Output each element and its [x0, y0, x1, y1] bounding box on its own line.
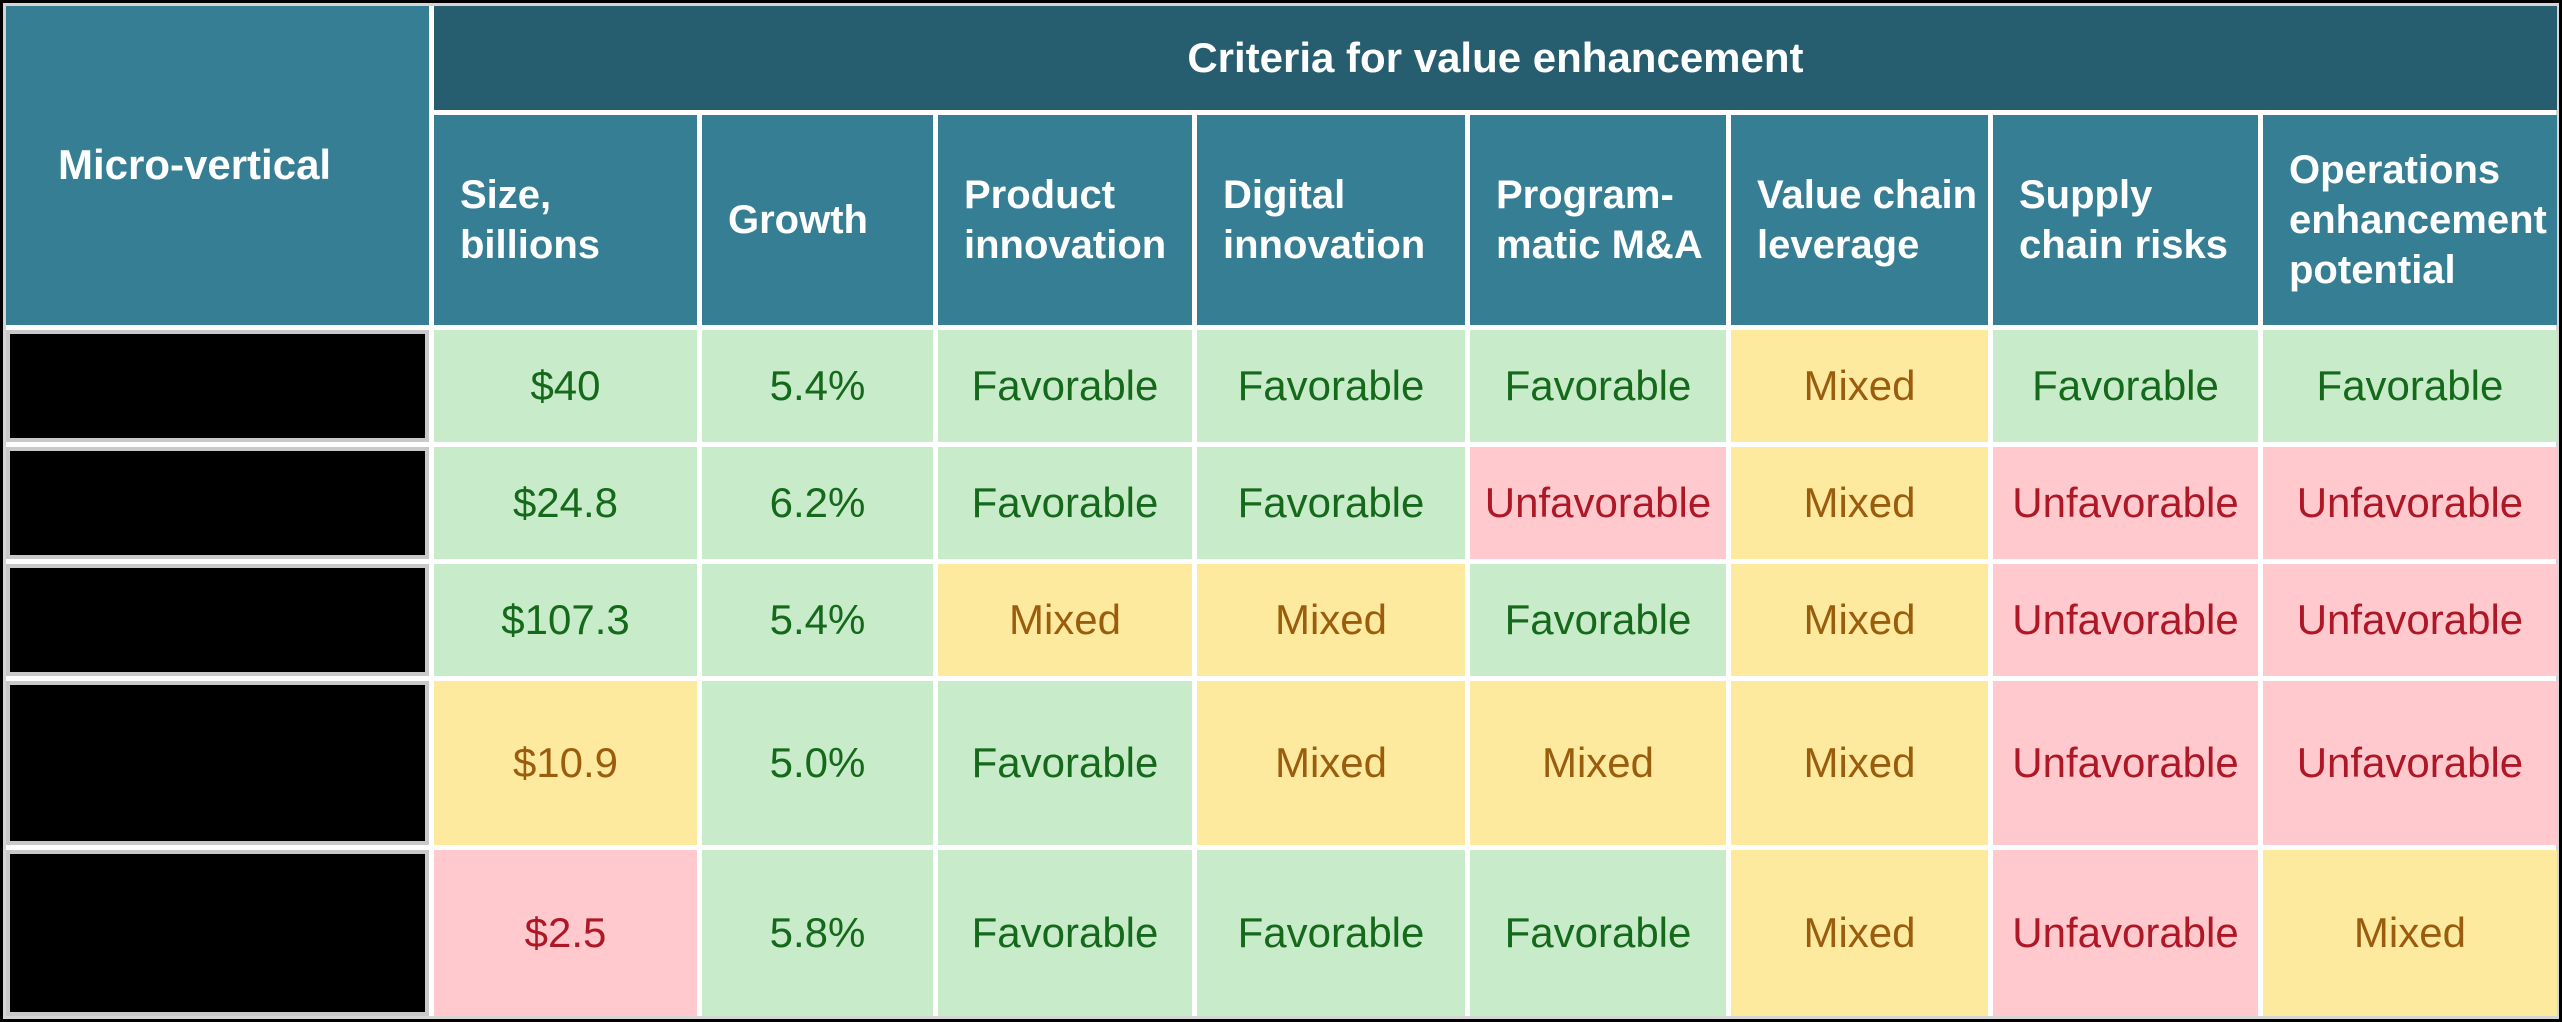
- group-header-criteria: Criteria for value enhancement: [434, 6, 2557, 110]
- table-cell: Favorable: [938, 681, 1192, 845]
- table-cell: Mixed: [1470, 681, 1726, 845]
- redacted-cell: [6, 681, 429, 845]
- table-cell: Unfavorable: [2263, 681, 2557, 845]
- table-cell: Favorable: [2263, 330, 2557, 442]
- table-cell: Favorable: [1470, 564, 1726, 676]
- table-cell: 5.0%: [702, 681, 933, 845]
- column-header-digital-innovation: Digital innovation: [1197, 115, 1465, 325]
- table-cell: Favorable: [1197, 447, 1465, 559]
- table-cell: Mixed: [1731, 681, 1988, 845]
- table-cell: Favorable: [938, 850, 1192, 1016]
- redacted-cell: [6, 850, 429, 1016]
- table-cell: Mixed: [1731, 330, 1988, 442]
- table-cell: Mixed: [1197, 681, 1465, 845]
- table-cell: Mixed: [938, 564, 1192, 676]
- column-header-size: Size, billions: [434, 115, 697, 325]
- table-cell: Unfavorable: [1993, 681, 2258, 845]
- table-cell: Mixed: [1731, 564, 1988, 676]
- table-cell: $107.3: [434, 564, 697, 676]
- table-cell: Unfavorable: [1993, 447, 2258, 559]
- column-header-product-innovation: Product innovation: [938, 115, 1192, 325]
- table-cell: Favorable: [1470, 330, 1726, 442]
- table-cell: Mixed: [2263, 850, 2557, 1016]
- table-cell: $24.8: [434, 447, 697, 559]
- column-header-value-chain-leverage: Value chain leverage: [1731, 115, 1988, 325]
- column-header-growth: Growth: [702, 115, 933, 325]
- table-cell: $2.5: [434, 850, 697, 1016]
- table-cell: Unfavorable: [1470, 447, 1726, 559]
- table-cell: $40: [434, 330, 697, 442]
- table-cell: Unfavorable: [1993, 850, 2258, 1016]
- table-cell: 5.8%: [702, 850, 933, 1016]
- redacted-cell: [6, 564, 429, 676]
- redacted-cell: [6, 447, 429, 559]
- table-cell: Unfavorable: [2263, 447, 2557, 559]
- table-cell: Favorable: [938, 330, 1192, 442]
- column-header-programmatic-ma: Program- matic M&A: [1470, 115, 1726, 325]
- row-header-micro-vertical: Micro-vertical: [6, 6, 429, 325]
- table-cell: 6.2%: [702, 447, 933, 559]
- table-cell: Favorable: [938, 447, 1192, 559]
- value-enhancement-table: Micro-vertical Criteria for value enhanc…: [3, 3, 2559, 1019]
- table-cell: Mixed: [1197, 564, 1465, 676]
- table-cell: Favorable: [1470, 850, 1726, 1016]
- table-cell: Unfavorable: [2263, 564, 2557, 676]
- table-cell: Mixed: [1731, 850, 1988, 1016]
- table-cell: Favorable: [1197, 330, 1465, 442]
- table-cell: Unfavorable: [1993, 564, 2258, 676]
- table-cell: Mixed: [1731, 447, 1988, 559]
- table-cell: Favorable: [1197, 850, 1465, 1016]
- table-cell: 5.4%: [702, 564, 933, 676]
- table-cell: Favorable: [1993, 330, 2258, 442]
- redacted-cell: [6, 330, 429, 442]
- table-cell: 5.4%: [702, 330, 933, 442]
- column-header-operations-enhancement: Operations enhancement potential: [2263, 115, 2557, 325]
- table-cell: $10.9: [434, 681, 697, 845]
- column-header-supply-chain-risks: Supply chain risks: [1993, 115, 2258, 325]
